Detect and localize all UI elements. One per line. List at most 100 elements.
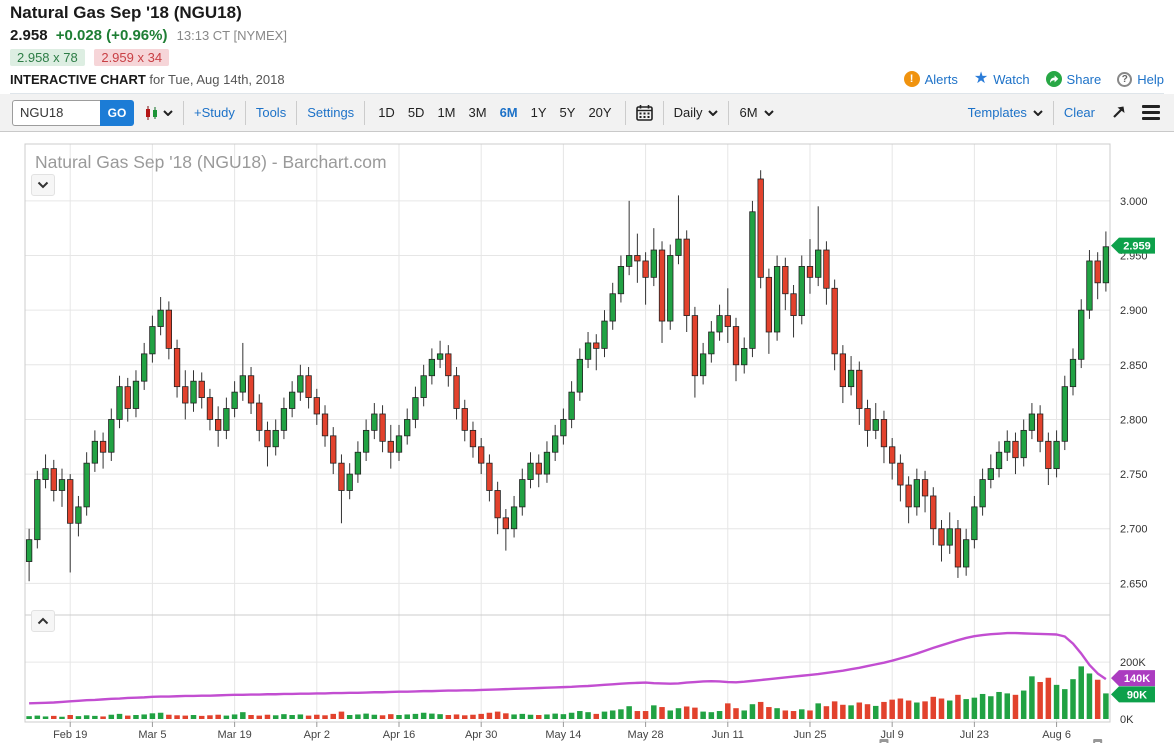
candle-body [288, 391, 296, 409]
candle-body [149, 326, 156, 355]
candle-body [1036, 413, 1044, 442]
candle-body [1061, 386, 1068, 442]
toolbar-divider [662, 100, 664, 125]
help-link[interactable]: ? Help [1117, 71, 1164, 87]
add-study-button[interactable]: +Study [194, 105, 235, 120]
candle-body [971, 506, 978, 541]
collapse-volume-panel-button[interactable] [31, 610, 55, 632]
volume-bar [462, 715, 468, 719]
alert-icon: ! [903, 71, 920, 87]
candle-body [412, 397, 419, 420]
volume-bar [67, 715, 73, 719]
price-change: +0.028 (+0.96%) [55, 27, 168, 44]
volume-bar [51, 715, 57, 719]
candle-body [420, 375, 427, 398]
volume-bar [872, 705, 879, 719]
candle-body [50, 468, 57, 491]
settings-button[interactable]: Settings [307, 105, 355, 120]
candle-body [395, 435, 403, 453]
last-price-badge: 2.959 [1111, 237, 1155, 254]
candle-body [321, 413, 329, 437]
volume-bar [1103, 693, 1109, 719]
x-tick-label: Apr 30 [465, 729, 497, 741]
volume-bar [1045, 677, 1052, 719]
volume-bar [799, 709, 805, 719]
menu-button[interactable] [1142, 105, 1160, 120]
volume-bar [133, 715, 139, 719]
candle-body [469, 429, 477, 448]
range-button-1d[interactable]: 1D [378, 105, 395, 120]
volume-bar [626, 706, 632, 719]
candle-body [478, 446, 485, 464]
volume-bar [256, 715, 263, 719]
templates-label: Templates [967, 105, 1027, 120]
candle-body [782, 266, 789, 295]
volume-bar [1029, 676, 1035, 719]
volume-bar [363, 713, 369, 719]
svg-text:2.959: 2.959 [1123, 241, 1151, 253]
candle-body [757, 178, 764, 278]
event-marker-icon[interactable] [879, 739, 889, 743]
frequency-dropdown[interactable]: Daily [674, 105, 719, 120]
x-tick-label: Jul 9 [881, 729, 904, 741]
candle-body [773, 266, 781, 333]
range-button-20y[interactable]: 20Y [588, 105, 612, 120]
candle-body [173, 347, 181, 388]
volume-bar [905, 700, 912, 719]
candle-body [223, 408, 230, 431]
candle-body [576, 358, 583, 393]
volume-bar [314, 714, 320, 719]
help-icon: ? [1117, 71, 1133, 87]
tools-button[interactable]: Tools [255, 105, 287, 120]
candle-body [847, 369, 855, 388]
candle-body [921, 479, 929, 497]
volume-bar [815, 703, 821, 719]
range-button-1y[interactable]: 1Y [530, 105, 547, 120]
candle-body [338, 462, 345, 491]
volume-bar [782, 710, 789, 719]
share-link[interactable]: Share [1045, 71, 1102, 87]
calendar-button[interactable] [635, 104, 653, 121]
templates-dropdown[interactable]: Templates [968, 105, 1043, 120]
candle-body [634, 255, 641, 262]
candle-body [658, 249, 666, 322]
candle-body [642, 260, 649, 278]
range-button-3m[interactable]: 3M [468, 105, 487, 120]
go-button[interactable]: GO [100, 99, 134, 126]
span-dropdown[interactable]: 6M [739, 105, 774, 120]
candle-body [264, 429, 271, 448]
x-axis: Feb 19 Mar 5 Mar 19 Apr 2 Apr 16 Apr 30 May 14… [53, 722, 1103, 743]
candle-body [667, 255, 674, 322]
candle-body [239, 375, 246, 393]
range-button-5d[interactable]: 5D [407, 105, 425, 120]
chart-type-button[interactable] [144, 105, 173, 121]
open-interest-line [29, 631, 1107, 705]
volume-bar [577, 711, 583, 719]
range-button-6m[interactable]: 6M [499, 105, 518, 120]
range-button-5y[interactable]: 5Y [559, 105, 576, 120]
expand-chart-button[interactable] [1111, 105, 1126, 120]
candle-body [272, 429, 279, 448]
alerts-link[interactable]: ! Alerts [903, 71, 958, 87]
clear-button[interactable]: Clear [1063, 105, 1095, 120]
candle-body [1028, 413, 1036, 431]
collapse-price-panel-button[interactable] [31, 174, 55, 196]
share-label: Share [1066, 71, 1102, 87]
range-button-1m[interactable]: 1M [437, 105, 456, 120]
symbol-input[interactable] [12, 99, 100, 126]
candle-body [683, 238, 690, 317]
candle-body [75, 506, 82, 524]
chart-canvas[interactable]: Feb 19 Mar 5 Mar 19 Apr 2 Apr 16 Apr 30 May 14… [0, 132, 1174, 743]
price-tick-label: 2.800 [1120, 414, 1148, 426]
volume-bar [34, 715, 41, 719]
candle-body [354, 451, 362, 475]
volume-bar [412, 713, 419, 719]
volume-bar [198, 715, 205, 719]
candle-body [404, 419, 411, 437]
chart-watermark: Natural Gas Sep '18 (NGU18) - Barchart.c… [35, 152, 387, 172]
volume-series [26, 666, 1109, 719]
volume-bar [618, 709, 624, 719]
x-tick-label: Feb 19 [53, 729, 87, 741]
event-marker-icon[interactable] [1093, 739, 1103, 743]
watch-link[interactable]: ★ Watch [974, 71, 1030, 87]
